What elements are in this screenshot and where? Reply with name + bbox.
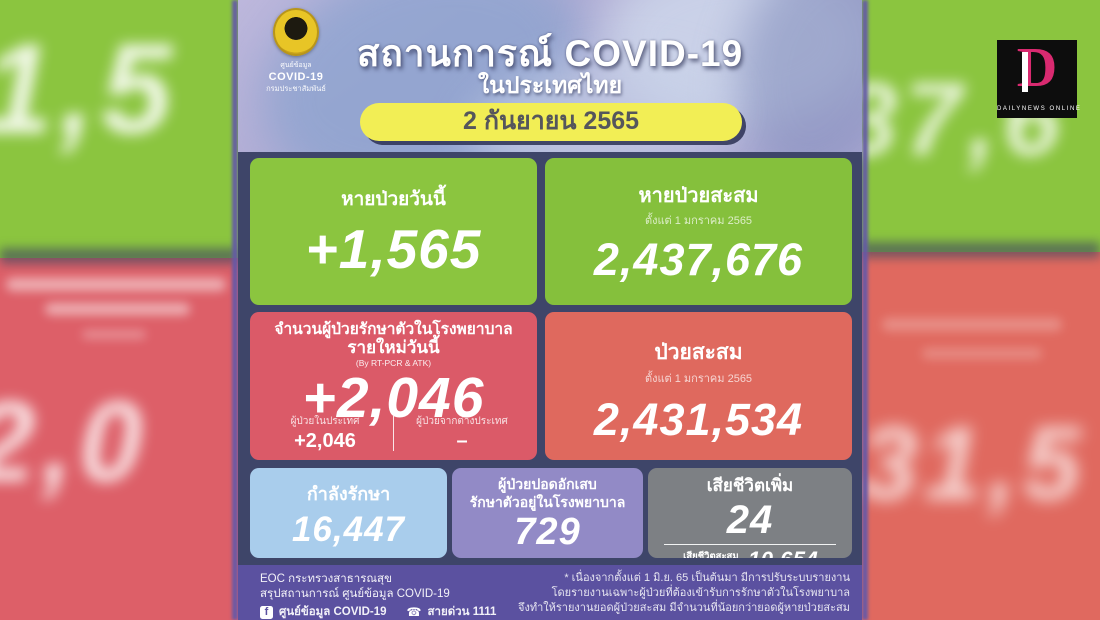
stat-value: 2,431,534 [593, 394, 804, 445]
footer-org-line: EOC กระทรวงสาธารณสุข [260, 573, 392, 585]
stat-recovered-total: หายป่วยสะสม ตั้งแต่ 1 มกราคม 2565 2,437,… [545, 158, 852, 305]
footer-org-line: สรุปสถานการณ์ ศูนย์ข้อมูล COVID-19 [260, 587, 450, 600]
stat-label: หายป่วยสะสม [638, 185, 759, 207]
footer-source: EOC กระทรวงสาธารณสุข สรุปสถานการณ์ ศูนย์… [260, 572, 496, 620]
stat-label: ผู้ป่วยปอดอักเสบ [498, 476, 597, 492]
deaths-total-row: เสียชีวิตสะสม ตั้งแต่ 1 มกราคม 2565 10,6… [648, 547, 852, 558]
background-red-area [0, 258, 238, 620]
background-divider [862, 242, 1100, 258]
stat-cases-total: ป่วยสะสม ตั้งแต่ 1 มกราคม 2565 2,431,534 [545, 312, 852, 460]
blurred-number: 31,5 [862, 406, 1087, 522]
horizontal-divider [664, 544, 836, 545]
facebook-page-label: ศูนย์ข้อมูล COVID-19 [279, 606, 387, 619]
blurred-text-bar [45, 303, 190, 315]
emblem-caption: กรมประชาสัมพันธ์ [266, 84, 326, 93]
stat-label: รักษาตัวอยู่ในโรงพยาบาล [469, 493, 626, 510]
page-title: สถานการณ์ COVID-19 [356, 33, 744, 74]
stat-subvalue: +2,046 [294, 430, 356, 452]
infographic-footer: EOC กระทรวงสาธารณสุข สรุปสถานการณ์ ศูนย์… [238, 565, 862, 620]
stat-value: 729 [514, 511, 581, 553]
stat-label: เสียชีวิตเพิ่ม [706, 476, 794, 495]
background-strip [232, 0, 238, 620]
stat-subvalue: 10,654 [748, 547, 818, 558]
background-strip [862, 0, 868, 620]
covid-infographic-card: ศูนย์ข้อมูล COVID-19 กรมประชาสัมพันธ์ สถ… [238, 0, 862, 620]
stat-subvalue: – [456, 430, 468, 452]
stat-new-cases: จำนวนผู้ป่วยรักษาตัวในโรงพยาบาล รายใหม่ว… [250, 312, 537, 460]
footer-note-line: โดยรายงานเฉพาะผู้ป่วยที่ต้องเข้ารับการรั… [551, 586, 850, 599]
dailynews-logo: D DAILYNEWS ONLINE [997, 37, 1082, 118]
imported-cases: ผู้ป่วยจากต่างประเทศ – [398, 414, 526, 453]
stat-sublabel: ตั้งแต่ 1 มกราคม 2565 [644, 373, 753, 385]
stat-label: ป่วยสะสม [654, 341, 743, 364]
vertical-divider [393, 416, 394, 451]
stat-recovered-today: หายป่วยวันนี้ +1,565 [250, 158, 537, 305]
agency-emblem: ศูนย์ข้อมูล COVID-19 กรมประชาสัมพันธ์ [248, 8, 344, 95]
stat-value: +1,565 [305, 218, 482, 280]
stat-sublabel: ตั้งแต่ 1 มกราคม 2565 [644, 215, 753, 227]
stat-sublabel: ผู้ป่วยในประเทศ [290, 416, 360, 427]
footer-note-line: * เนื่องจากตั้งแต่ 1 มิ.ย. 65 เป็นต้นมา … [564, 572, 850, 584]
stat-value: 2,437,676 [593, 234, 804, 285]
blurred-number: 1,5 [0, 18, 178, 161]
blurred-text-bar [882, 318, 1062, 331]
emblem-caption: ศูนย์ข้อมูล [280, 62, 312, 69]
blurred-text-bar [922, 348, 1042, 359]
phone-icon: ☎ [406, 604, 422, 619]
blurred-text-bar [6, 278, 226, 291]
stat-deaths: เสียชีวิตเพิ่ม 24 เสียชีวิตสะสม ตั้งแต่ … [648, 468, 852, 558]
page-subtitle: ในประเทศไทย [477, 72, 623, 98]
stat-in-treatment: กำลังรักษา 16,447 [250, 468, 447, 558]
stat-sublabel: เสียชีวิตสะสม [683, 550, 739, 558]
domestic-cases: ผู้ป่วยในประเทศ +2,046 [261, 414, 389, 453]
stat-value: 24 [726, 498, 774, 542]
deaths-total-labels: เสียชีวิตสะสม ตั้งแต่ 1 มกราคม 2565 [682, 550, 740, 558]
background-blur-left: 1,5 2,0 [0, 0, 238, 620]
new-cases-breakdown: ผู้ป่วยในประเทศ +2,046 ผู้ป่วยจากต่างประ… [250, 414, 537, 453]
stat-label: รายใหม่วันนี้ [347, 337, 440, 357]
footer-contacts: f ศูนย์ข้อมูล COVID-19 ☎ สายด่วน 1111 [260, 605, 496, 620]
hotline-label: สายด่วน 1111 [427, 606, 497, 619]
logo-white-bar [1022, 52, 1028, 92]
stat-label: จำนวนผู้ป่วยรักษาตัวในโรงพยาบาล [274, 321, 513, 338]
garuda-emblem-icon [273, 8, 319, 56]
background-green-area [0, 0, 238, 258]
stat-label: หายป่วยวันนี้ [341, 189, 446, 210]
stat-pneumonia: ผู้ป่วยปอดอักเสบ รักษาตัวอยู่ในโรงพยาบาล… [452, 468, 643, 558]
footer-note: * เนื่องจากตั้งแต่ 1 มิ.ย. 65 เป็นต้นมา … [518, 571, 850, 616]
dailynews-caption: DAILYNEWS ONLINE [997, 106, 1082, 112]
background-divider [0, 248, 238, 264]
stat-sublabel: (By RT-PCR & ATK) [355, 357, 432, 368]
emblem-caption: COVID-19 [268, 71, 324, 83]
stat-value: 16,447 [291, 510, 406, 549]
stat-sublabel: ผู้ป่วยจากต่างประเทศ [416, 416, 508, 427]
infographic-header: ศูนย์ข้อมูล COVID-19 กรมประชาสัมพันธ์ สถ… [238, 0, 862, 152]
stat-label: กำลังรักษา [306, 484, 391, 504]
date-badge: 2 กันยายน 2565 [360, 103, 742, 141]
facebook-icon: f [260, 606, 273, 620]
dailynews-d-letter: D [1016, 37, 1058, 99]
blurred-text-bar [82, 330, 146, 339]
blurred-number: 2,0 [0, 379, 149, 506]
background-red-area [862, 252, 1100, 620]
footer-note-line: จึงทำให้รายงานยอดผู้ป่วยสะสม มีจำนวนที่น… [518, 601, 850, 614]
